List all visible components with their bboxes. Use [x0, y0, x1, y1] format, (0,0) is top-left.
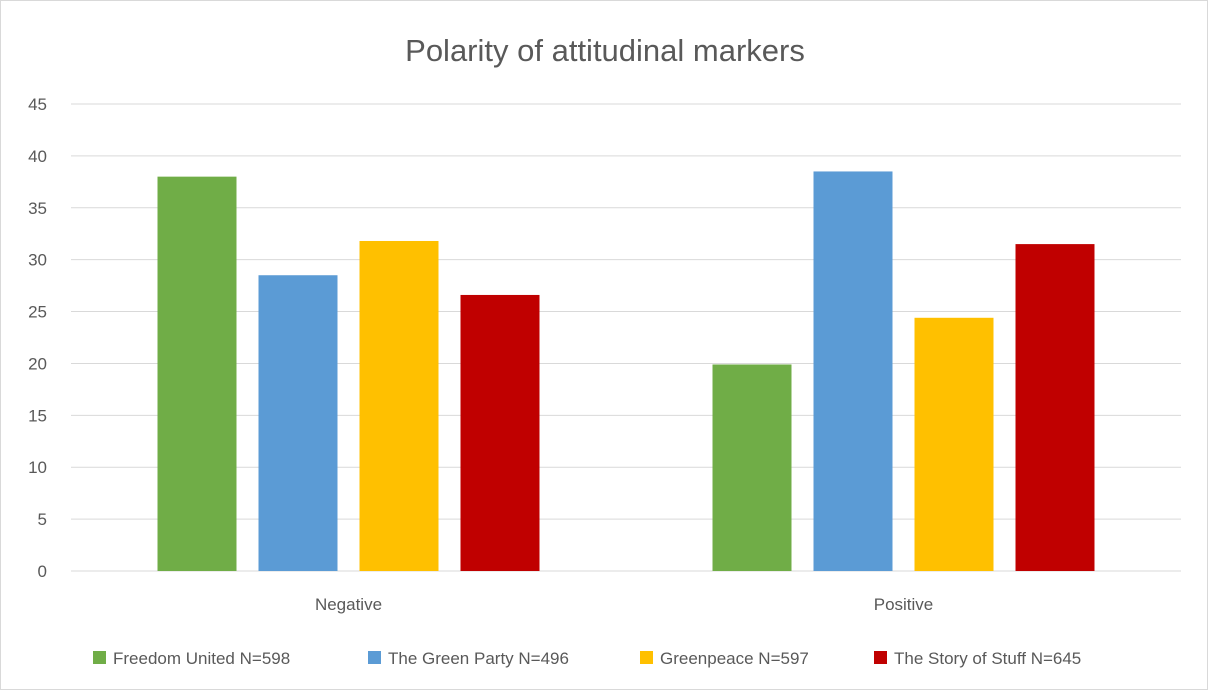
x-category-label: Positive [874, 595, 934, 614]
x-axis-category-labels: Negative Positive [315, 595, 933, 614]
bar-positive-series-2 [813, 171, 893, 571]
legend-swatch [368, 651, 381, 664]
y-tick-label: 10 [28, 458, 47, 477]
y-tick-label: 0 [38, 562, 47, 581]
gridlines [71, 103, 1181, 572]
y-tick-label: 20 [28, 354, 47, 373]
legend-label: The Green Party N=496 [388, 649, 569, 668]
x-category-label: Negative [315, 595, 382, 614]
y-tick-label: 25 [28, 303, 47, 322]
bar-negative-series-1 [157, 176, 237, 571]
y-tick-label: 30 [28, 251, 47, 270]
bar-negative-series-3 [359, 240, 439, 571]
bar-positive-series-1 [712, 364, 792, 571]
legend-swatch [640, 651, 653, 664]
legend-swatch [874, 651, 887, 664]
y-tick-label: 15 [28, 406, 47, 425]
legend-label: The Story of Stuff N=645 [894, 649, 1081, 668]
bar-negative-series-2 [258, 275, 338, 571]
bar-negative-series-4 [460, 294, 540, 571]
legend-label: Greenpeace N=597 [660, 649, 809, 668]
y-axis-tick-labels: 0 5 10 15 20 25 30 35 40 45 [28, 95, 47, 581]
bar-positive-series-3 [914, 317, 994, 571]
legend-swatch [93, 651, 106, 664]
y-tick-label: 40 [28, 147, 47, 166]
chart-title: Polarity of attitudinal markers [405, 33, 805, 68]
legend-label: Freedom United N=598 [113, 649, 290, 668]
y-tick-label: 5 [38, 510, 47, 529]
y-tick-label: 45 [28, 95, 47, 114]
legend: Freedom United N=598 The Green Party N=49… [93, 649, 1081, 668]
bar-positive-series-4 [1015, 244, 1095, 571]
y-tick-label: 35 [28, 199, 47, 218]
bars [157, 171, 1095, 571]
